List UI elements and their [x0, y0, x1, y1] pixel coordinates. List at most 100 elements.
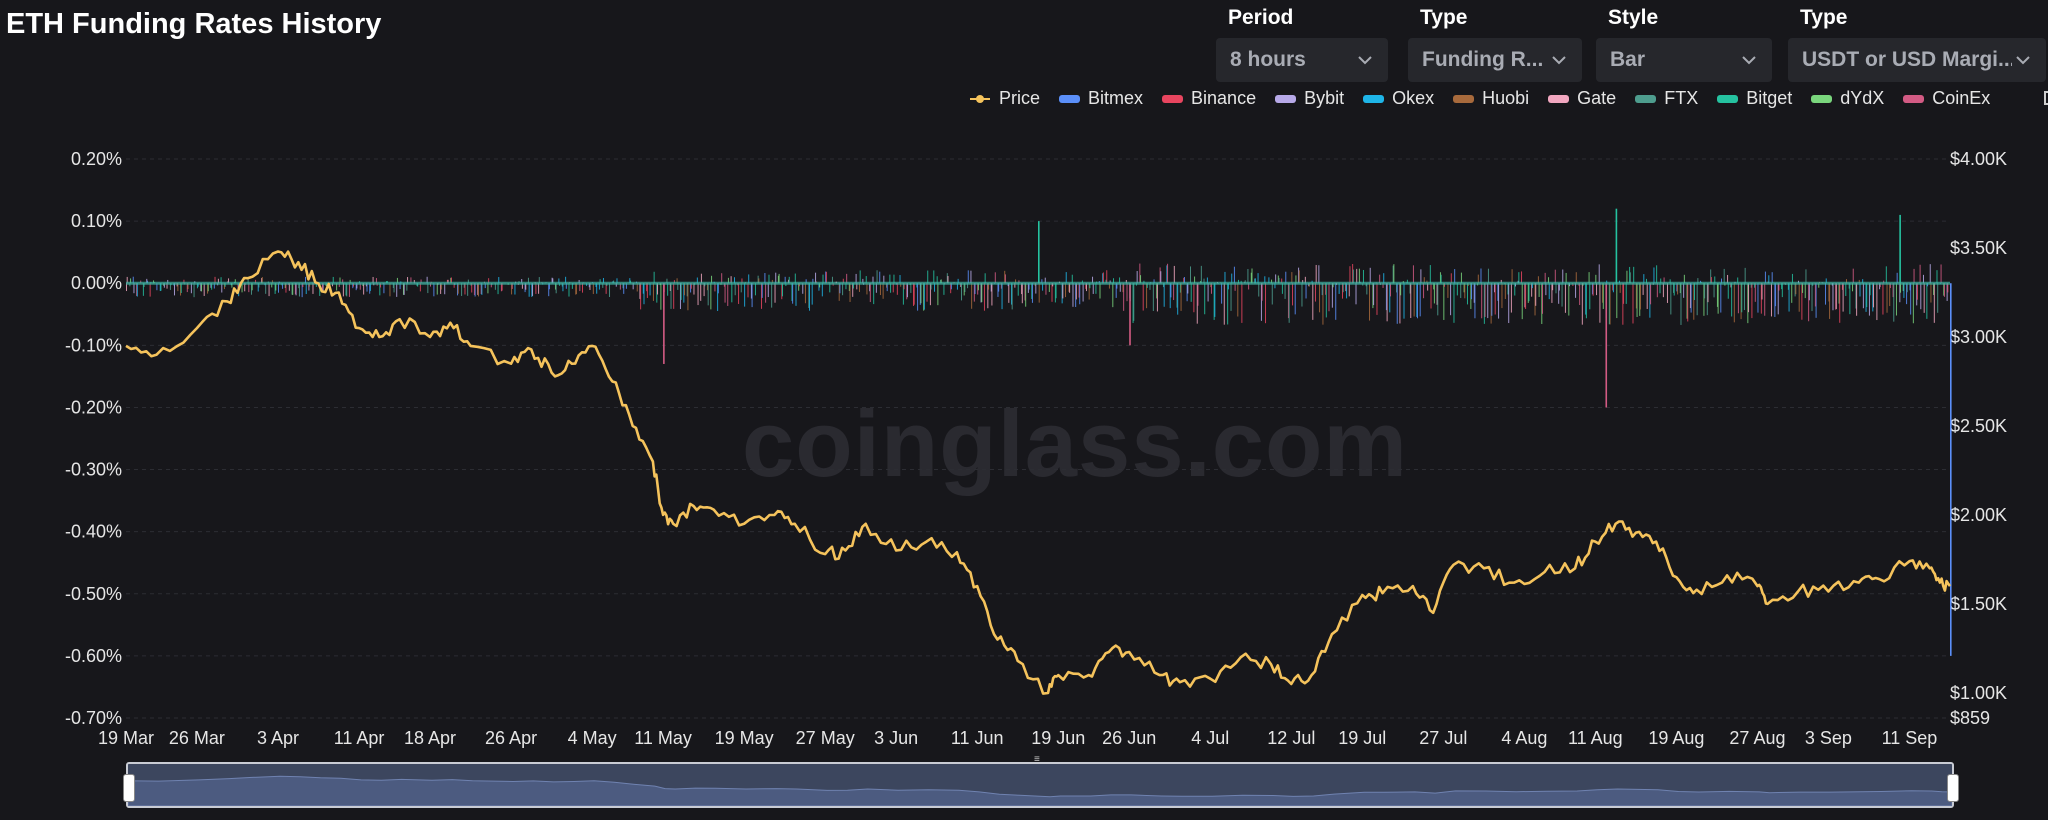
funding-bar — [1619, 283, 1621, 293]
funding-bar — [1801, 283, 1803, 320]
funding-bar — [1186, 283, 1188, 302]
funding-bar — [1498, 283, 1500, 319]
funding-bar — [582, 283, 583, 293]
funding-bar — [879, 283, 881, 296]
funding-bar — [1177, 283, 1179, 315]
funding-bar — [933, 270, 935, 284]
legend-item-binance[interactable]: Binance — [1162, 88, 1256, 109]
style-label: Style — [1608, 6, 1659, 29]
funding-bar — [950, 283, 952, 290]
navigator-left-handle[interactable] — [123, 774, 135, 802]
funding-bar — [649, 283, 651, 296]
funding-bar — [1352, 269, 1354, 284]
funding-bar — [1744, 267, 1746, 284]
funding-bar — [804, 283, 806, 304]
funding-bar — [764, 273, 766, 284]
funding-bar — [673, 283, 675, 309]
legend-item-huobi[interactable]: Huobi — [1453, 88, 1529, 109]
funding-bar — [1126, 283, 1128, 302]
funding-bar — [1332, 283, 1334, 288]
funding-bar — [336, 283, 338, 291]
funding-bar — [1052, 283, 1054, 287]
funding-bar — [1075, 283, 1077, 300]
y-tick-label-right: $3.50K — [1950, 238, 2007, 258]
funding-bar — [781, 283, 783, 297]
funding-bar — [855, 273, 857, 284]
legend-item-coinex[interactable]: CoinEx — [1903, 88, 1990, 109]
navigator-grip-icon[interactable]: ≡ — [1034, 754, 1040, 765]
period-select[interactable]: 8 hours — [1216, 38, 1388, 82]
type-value: Funding R... — [1422, 48, 1544, 71]
x-tick-label: 19 Aug — [1648, 728, 1704, 748]
funding-bar — [1575, 272, 1577, 284]
funding-bar — [440, 283, 442, 290]
funding-bar — [640, 283, 642, 310]
funding-bar — [711, 275, 713, 284]
funding-bar — [1902, 283, 1904, 291]
funding-bar — [379, 283, 381, 296]
funding-bar — [1028, 283, 1030, 290]
funding-bar — [1825, 278, 1827, 284]
funding-bar — [349, 279, 351, 284]
legend-swatch — [1275, 94, 1297, 103]
funding-bar — [1787, 283, 1789, 290]
style-select[interactable]: Bar — [1596, 38, 1772, 82]
funding-bar — [1510, 283, 1512, 313]
type-select[interactable]: Funding R... — [1408, 38, 1582, 82]
funding-bar — [302, 283, 304, 288]
funding-bar — [1832, 283, 1834, 311]
funding-bar — [1125, 280, 1127, 284]
legend-item-ftx[interactable]: FTX — [1635, 88, 1698, 109]
funding-bar — [994, 272, 996, 284]
funding-bar — [1534, 283, 1536, 316]
funding-bar — [231, 283, 233, 288]
legend-swatch — [970, 93, 990, 105]
funding-bar — [1494, 283, 1496, 315]
funding-bar — [1331, 283, 1333, 308]
funding-bar — [1389, 283, 1391, 297]
funding-bar — [1913, 268, 1915, 284]
funding-bar — [1686, 283, 1688, 319]
x-tick-label: 27 Aug — [1729, 728, 1785, 748]
funding-bar — [1501, 283, 1503, 309]
funding-bar — [757, 275, 759, 284]
legend-item-bitget[interactable]: Bitget — [1717, 88, 1792, 109]
funding-bar — [1626, 270, 1628, 284]
funding-bar — [180, 283, 182, 294]
funding-bar — [744, 283, 746, 307]
margin-type-select[interactable]: USDT or USD Margi... — [1788, 38, 2046, 82]
funding-rate-chart: 0.20% 0.10% 0.00% -0.10% -0.20% -0.30% -0.40% -… — [65, 149, 2007, 748]
funding-bar — [1497, 283, 1499, 301]
funding-bar — [136, 283, 138, 296]
funding-bar — [396, 277, 398, 284]
funding-bar — [1162, 283, 1164, 288]
funding-bar — [721, 273, 723, 284]
legend-item-price[interactable]: Price — [970, 88, 1040, 109]
funding-bar — [1010, 283, 1012, 305]
funding-bar — [1531, 283, 1533, 289]
funding-bar — [288, 283, 290, 291]
funding-bar-spike — [1129, 283, 1131, 346]
funding-bar — [1089, 283, 1091, 289]
funding-bar — [257, 283, 259, 292]
funding-bar — [406, 283, 408, 291]
funding-bar — [484, 283, 486, 289]
legend-item-okex[interactable]: Okex — [1363, 88, 1434, 109]
navigator-selection[interactable] — [128, 764, 1952, 806]
funding-bar — [1814, 283, 1816, 307]
funding-bar — [1521, 283, 1523, 320]
funding-bar — [1562, 269, 1564, 284]
funding-bar — [848, 283, 850, 292]
legend-item-gate[interactable]: Gate — [1548, 88, 1616, 109]
funding-bar — [643, 283, 645, 305]
legend-item-dydx[interactable]: dYdX — [1811, 88, 1884, 109]
legend-item-bybit[interactable]: Bybit — [1275, 88, 1344, 109]
funding-bar — [710, 283, 712, 310]
legend-item-bitmex[interactable]: Bitmex — [1059, 88, 1143, 109]
funding-bar — [1602, 283, 1604, 303]
funding-bar — [1417, 283, 1419, 319]
y-tick-label-right: $2.00K — [1950, 505, 2007, 525]
navigator-right-handle[interactable] — [1947, 774, 1959, 802]
funding-bar — [1069, 283, 1071, 293]
legend-page-indicator[interactable] — [2044, 91, 2048, 105]
